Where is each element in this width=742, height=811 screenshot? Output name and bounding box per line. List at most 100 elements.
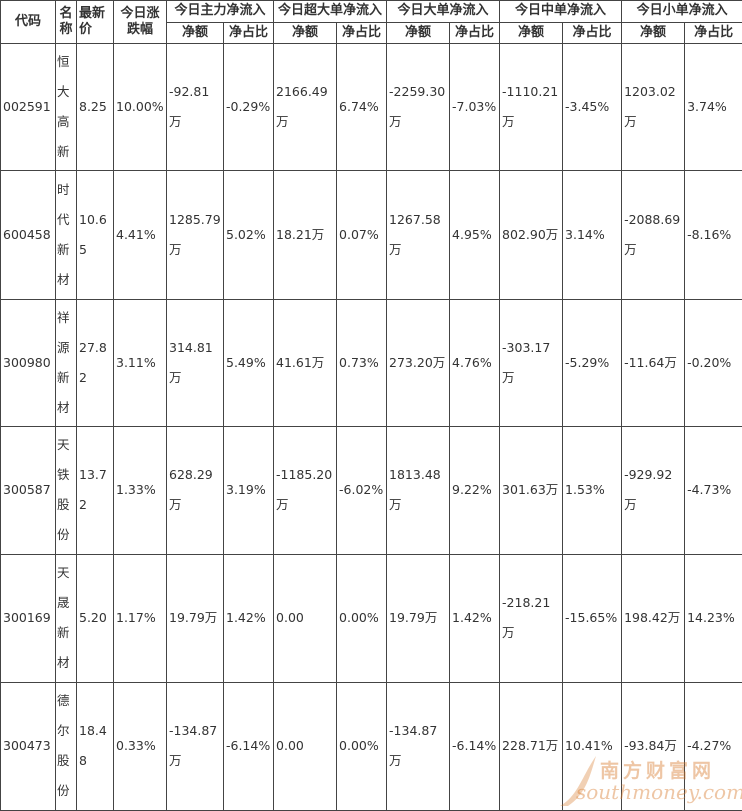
header-change: 今日涨跌幅 xyxy=(113,0,167,45)
cell-main-ratio: -6.14% xyxy=(222,681,275,811)
cell-small-amount: -93.84万 xyxy=(621,681,686,811)
cell-main-ratio: 3.19% xyxy=(222,425,275,555)
header-group-medium: 今日中单净流入 xyxy=(499,0,623,23)
cell-main-ratio: 1.42% xyxy=(222,553,275,683)
cell-name-char: 股 xyxy=(57,753,70,769)
cell-name-char: 新 xyxy=(57,369,70,385)
cell-super-amount: 18.21万 xyxy=(273,170,338,300)
cell-super-ratio: 0.00% xyxy=(336,553,388,683)
cell-small-ratio: -8.16% xyxy=(684,170,742,300)
table-row: 300980 祥源新材 27.82 3.11% 314.81万 5.49% 41.61万 0.… xyxy=(0,298,742,427)
cell-main-amount: 628.29万 xyxy=(166,425,224,555)
cell-name: 时代新材 xyxy=(55,170,77,300)
cell-large-ratio: -7.03% xyxy=(449,43,501,172)
header-ratio: 净占比 xyxy=(449,21,501,45)
cell-change: 1.33% xyxy=(113,425,167,555)
cell-name-char: 新 xyxy=(57,242,70,258)
header-amount: 净额 xyxy=(273,21,338,45)
header-amount: 净额 xyxy=(499,21,564,45)
cell-name-char: 材 xyxy=(57,399,70,415)
cell-price: 13.72 xyxy=(76,425,114,555)
cell-small-ratio: -0.20% xyxy=(684,298,742,427)
cell-medium-amount: -218.21万 xyxy=(499,553,564,683)
cell-name-char: 股 xyxy=(57,497,70,513)
cell-name-char: 高 xyxy=(57,114,70,130)
cell-medium-ratio: -3.45% xyxy=(562,43,623,172)
header-amount: 净额 xyxy=(386,21,451,45)
cell-main-amount: -134.87万 xyxy=(166,681,224,811)
cell-name-char: 份 xyxy=(57,783,70,799)
cell-name: 天晟新材 xyxy=(55,553,77,683)
cell-super-ratio: -6.02% xyxy=(336,425,388,555)
cell-large-amount: 273.20万 xyxy=(386,298,451,427)
table-row: 300587 天铁股份 13.72 1.33% 628.29万 3.19% -1185.20… xyxy=(0,425,742,555)
cell-small-amount: 198.42万 xyxy=(621,553,686,683)
cell-name-char: 代 xyxy=(57,212,70,228)
cell-name-char: 材 xyxy=(57,655,70,671)
cell-main-amount: 1285.79万 xyxy=(166,170,224,300)
cell-super-amount: 41.61万 xyxy=(273,298,338,427)
header-amount: 净额 xyxy=(166,21,224,45)
header-ratio: 净占比 xyxy=(562,21,623,45)
header-price: 最新价 xyxy=(76,0,114,45)
cell-name: 天铁股份 xyxy=(55,425,77,555)
cell-medium-amount: 228.71万 xyxy=(499,681,564,811)
header-row-groups: 代码 名称 最新价 今日涨跌幅 今日主力净流入 今日超大单净流入 今日大单净流入… xyxy=(0,0,742,45)
cell-price: 8.25 xyxy=(76,43,114,172)
cell-name-char: 铁 xyxy=(57,467,70,483)
cell-name-char: 时 xyxy=(57,182,70,198)
cell-super-ratio: 0.00% xyxy=(336,681,388,811)
cell-large-amount: 1813.48万 xyxy=(386,425,451,555)
cell-change: 10.00% xyxy=(113,43,167,172)
cell-medium-amount: -1110.21万 xyxy=(499,43,564,172)
cell-large-amount: 19.79万 xyxy=(386,553,451,683)
cell-medium-amount: -303.17万 xyxy=(499,298,564,427)
header-name: 名称 xyxy=(55,0,77,45)
cell-small-amount: -2088.69万 xyxy=(621,170,686,300)
cell-change: 0.33% xyxy=(113,681,167,811)
cell-large-amount: 1267.58万 xyxy=(386,170,451,300)
cell-code: 300587 xyxy=(0,425,56,555)
cell-super-ratio: 6.74% xyxy=(336,43,388,172)
table-row: 600458 时代新材 10.65 4.41% 1285.79万 5.02% 18.21万 0… xyxy=(0,170,742,300)
cell-name-char: 天 xyxy=(57,565,70,581)
cell-name: 祥源新材 xyxy=(55,298,77,427)
cell-name-char: 尔 xyxy=(57,723,70,739)
cell-small-ratio: -4.27% xyxy=(684,681,742,811)
cell-small-ratio: 14.23% xyxy=(684,553,742,683)
cell-super-amount: 2166.49万 xyxy=(273,43,338,172)
header-ratio: 净占比 xyxy=(336,21,388,45)
cell-small-amount: -11.64万 xyxy=(621,298,686,427)
header-group-large: 今日大单净流入 xyxy=(386,0,501,23)
cell-main-ratio: -0.29% xyxy=(222,43,275,172)
header-code: 代码 xyxy=(0,0,56,45)
table-row: 002591 恒大高新 8.25 10.00% -92.81万 -0.29% 2166.49… xyxy=(0,43,742,172)
cell-price: 27.82 xyxy=(76,298,114,427)
cell-super-amount: 0.00 xyxy=(273,553,338,683)
cell-price: 18.48 xyxy=(76,681,114,811)
cell-small-amount: 1203.02万 xyxy=(621,43,686,172)
cell-large-ratio: -6.14% xyxy=(449,681,501,811)
cell-medium-ratio: -15.65% xyxy=(562,553,623,683)
cell-name-char: 份 xyxy=(57,527,70,543)
header-group-super-large: 今日超大单净流入 xyxy=(273,0,388,23)
cell-price: 5.20 xyxy=(76,553,114,683)
cell-main-amount: 314.81万 xyxy=(166,298,224,427)
table-body: 002591 恒大高新 8.25 10.00% -92.81万 -0.29% 2166.49… xyxy=(0,43,742,811)
header-group-small: 今日小单净流入 xyxy=(621,0,742,23)
cell-name: 德尔股份 xyxy=(55,681,77,811)
cell-small-ratio: -4.73% xyxy=(684,425,742,555)
cell-name-char: 天 xyxy=(57,437,70,453)
cell-main-amount: 19.79万 xyxy=(166,553,224,683)
cell-medium-amount: 301.63万 xyxy=(499,425,564,555)
cell-small-ratio: 3.74% xyxy=(684,43,742,172)
cell-large-amount: -134.87万 xyxy=(386,681,451,811)
cell-super-amount: 0.00 xyxy=(273,681,338,811)
cell-large-ratio: 4.76% xyxy=(449,298,501,427)
header-ratio: 净占比 xyxy=(222,21,275,45)
cell-medium-ratio: -5.29% xyxy=(562,298,623,427)
cell-code: 600458 xyxy=(0,170,56,300)
cell-change: 4.41% xyxy=(113,170,167,300)
cell-name-char: 祥 xyxy=(57,309,70,325)
